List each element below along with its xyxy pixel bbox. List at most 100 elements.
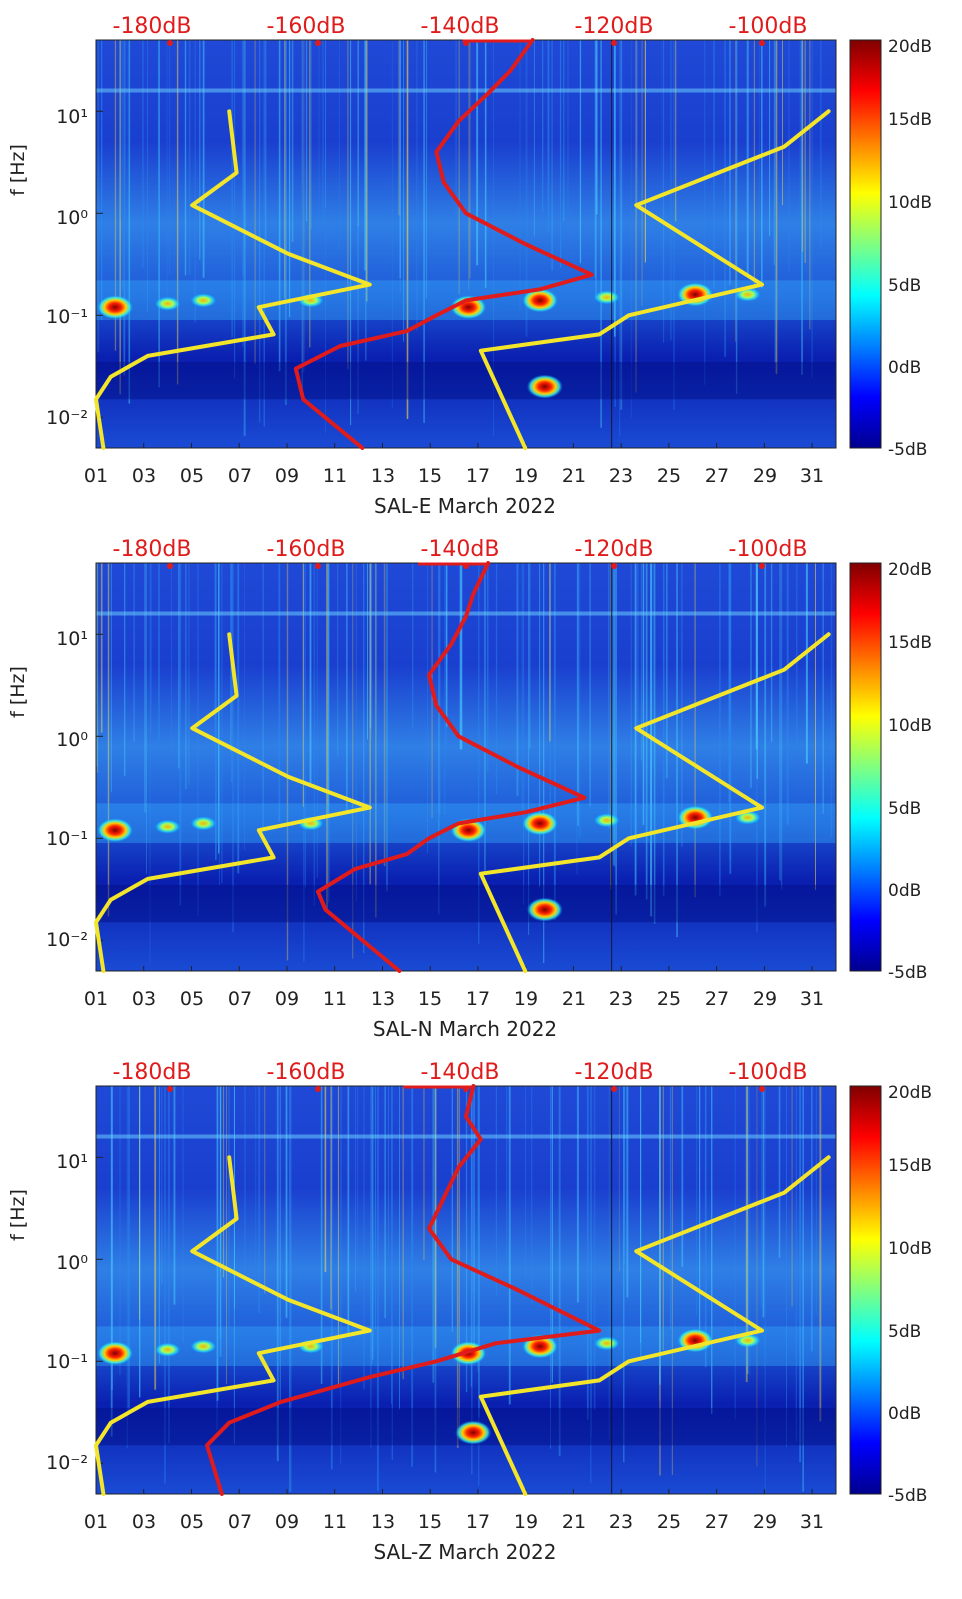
top-axis-tick bbox=[315, 1086, 321, 1092]
spectral-streak bbox=[704, 40, 706, 386]
spectral-streak bbox=[528, 563, 530, 935]
spectral-streak bbox=[796, 563, 798, 749]
spectral-streak bbox=[626, 1086, 629, 1298]
x-axis-label: SAL-Z March 2022 bbox=[373, 1540, 556, 1564]
spectral-streak bbox=[316, 563, 318, 878]
spectral-streak bbox=[778, 1086, 781, 1258]
spectral-streak bbox=[543, 563, 545, 963]
spectral-streak bbox=[764, 1086, 766, 1492]
y-tick-label: 10⁻² bbox=[46, 1452, 88, 1474]
colorbar-tick-label: 0dB bbox=[888, 1404, 921, 1424]
x-tick-label: 05 bbox=[180, 988, 204, 1010]
spectral-streak bbox=[305, 563, 306, 888]
spectral-streak bbox=[262, 563, 264, 831]
spectral-streak bbox=[809, 40, 811, 330]
top-tick-label: -160dB bbox=[267, 1060, 346, 1085]
spectral-streak bbox=[330, 1086, 333, 1470]
top-tick-label: -180dB bbox=[113, 1060, 192, 1085]
chart-marks bbox=[94, 38, 831, 450]
spectral-streak bbox=[244, 1086, 246, 1289]
spectral-streak bbox=[264, 1086, 266, 1294]
x-tick-label: 19 bbox=[514, 465, 538, 487]
energy-hotspot bbox=[97, 818, 134, 843]
spectral-streak bbox=[220, 1086, 221, 1272]
y-tick-label: 10⁻¹ bbox=[46, 1351, 88, 1373]
colorbar-tick-label: 5dB bbox=[888, 1322, 921, 1342]
spectral-streak bbox=[303, 563, 305, 962]
x-axis-label: SAL-E March 2022 bbox=[374, 494, 556, 518]
x-tick-label: 15 bbox=[418, 465, 442, 487]
y-tick-label: 10¹ bbox=[56, 1151, 88, 1173]
spectral-streak bbox=[804, 40, 806, 263]
energy-hotspot bbox=[593, 290, 620, 305]
spectral-streak bbox=[801, 40, 804, 252]
top-axis-tick bbox=[611, 1086, 617, 1092]
spectral-streak bbox=[425, 40, 428, 299]
spectral-streak bbox=[218, 563, 220, 886]
top-tick-label: -160dB bbox=[267, 537, 346, 562]
spectral-streak bbox=[446, 563, 448, 727]
spectral-streak bbox=[799, 40, 801, 218]
spectral-streak bbox=[243, 40, 246, 437]
x-tick-label: 11 bbox=[323, 988, 347, 1010]
spectral-streak bbox=[371, 1086, 374, 1360]
y-tick-label: 10⁻² bbox=[46, 407, 88, 429]
spectral-streak bbox=[222, 1086, 225, 1278]
spectral-streak bbox=[365, 40, 367, 361]
spectral-streak bbox=[615, 563, 617, 915]
x-tick-label: 19 bbox=[514, 1511, 538, 1533]
spectral-streak bbox=[219, 1086, 222, 1357]
spectral-streak bbox=[696, 1086, 698, 1316]
x-tick-label: 03 bbox=[132, 1511, 156, 1533]
spectral-streak bbox=[286, 563, 289, 961]
spectral-streak bbox=[423, 40, 425, 423]
spectral-streak bbox=[369, 563, 371, 885]
colorbar-tick-label: 10dB bbox=[888, 1239, 932, 1259]
spectral-streak bbox=[170, 563, 172, 754]
spectral-streak bbox=[371, 1086, 373, 1365]
energy-hotspot bbox=[97, 1341, 134, 1366]
spectral-streak bbox=[231, 40, 234, 338]
spectral-streak bbox=[265, 40, 267, 243]
spectral-streak bbox=[423, 1086, 425, 1261]
spectral-streak bbox=[478, 1086, 480, 1486]
spectral-streak bbox=[795, 1086, 797, 1441]
spectral-streak bbox=[228, 1086, 230, 1328]
energy-hotspot bbox=[522, 811, 558, 836]
x-tick-label: 31 bbox=[800, 1511, 824, 1533]
spectral-streak bbox=[728, 563, 731, 803]
spectral-streak bbox=[234, 40, 236, 379]
top-axis-tick bbox=[167, 40, 173, 46]
spectral-streak bbox=[391, 40, 393, 409]
spectral-streak bbox=[662, 1086, 664, 1351]
y-axis-label: f [Hz] bbox=[7, 144, 29, 196]
spectral-streak bbox=[350, 40, 352, 426]
spectral-streak bbox=[729, 40, 731, 285]
spectral-streak bbox=[779, 563, 781, 881]
spectral-streak bbox=[310, 40, 312, 230]
spectral-streak bbox=[258, 1086, 261, 1313]
spectral-streak bbox=[322, 40, 324, 225]
spectral-streak bbox=[676, 563, 678, 938]
spectral-streak bbox=[302, 563, 304, 807]
spectral-streak bbox=[623, 1086, 625, 1463]
spectral-streak bbox=[563, 40, 565, 221]
spectral-streak bbox=[179, 563, 182, 906]
spectral-streak bbox=[363, 563, 365, 954]
top-axis-tick bbox=[611, 563, 617, 569]
spectral-streak bbox=[745, 1086, 748, 1383]
spectral-streak bbox=[542, 40, 544, 213]
energy-hotspot bbox=[593, 1336, 620, 1351]
spectral-streak bbox=[133, 563, 135, 742]
y-tick-label: 10⁰ bbox=[56, 729, 88, 751]
spectral-streak bbox=[146, 563, 147, 874]
y-tick-label: 10⁻¹ bbox=[46, 306, 88, 328]
spectral-streak bbox=[199, 40, 201, 260]
spectral-streak bbox=[761, 1086, 762, 1308]
spectral-streak bbox=[671, 1086, 673, 1475]
x-tick-label: 17 bbox=[466, 988, 490, 1010]
x-tick-label: 13 bbox=[371, 465, 395, 487]
top-tick-label: -140dB bbox=[421, 14, 500, 39]
spectral-streak bbox=[539, 563, 541, 888]
spectral-streak bbox=[340, 1086, 342, 1369]
